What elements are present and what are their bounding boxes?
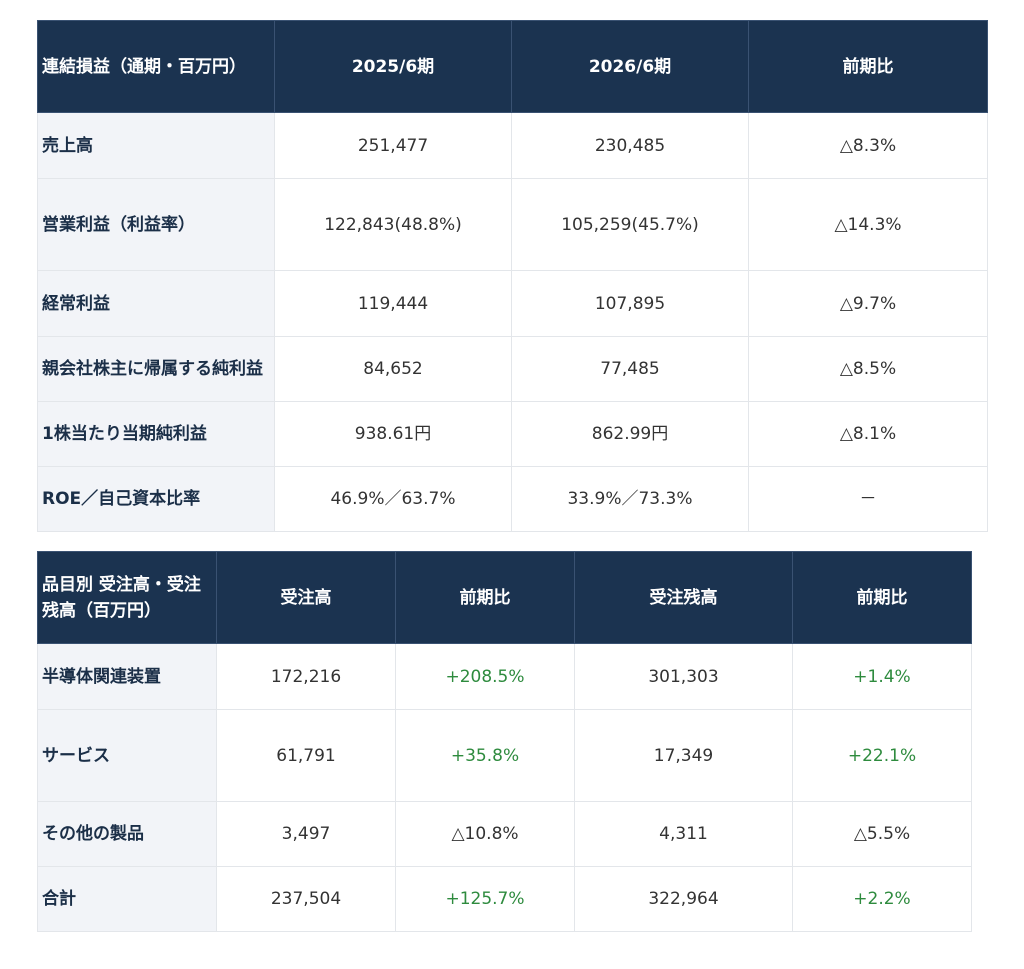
table-row: 半導体関連装置 172,216 +208.5% 301,303 +1.4% (37, 643, 972, 710)
value-change: － (748, 466, 988, 532)
consolidated-pl-table: 連結損益（通期・百万円） 2025/6期 2026/6期 前期比 売上高 251… (37, 20, 988, 532)
orders-value: 3,497 (216, 801, 396, 867)
backlog-value: 322,964 (574, 866, 793, 932)
row-label: 売上高 (37, 112, 275, 179)
row-label: その他の製品 (37, 801, 217, 867)
orders-header-orders: 受注高 (216, 551, 396, 644)
value-2025: 119,444 (274, 270, 512, 337)
backlog-change: △5.5% (792, 801, 972, 867)
orders-header-backlog-change: 前期比 (792, 551, 972, 644)
table-row: 経常利益 119,444 107,895 △9.7% (37, 270, 988, 337)
row-label: 1株当たり当期純利益 (37, 401, 275, 467)
value-2026: 230,485 (511, 112, 749, 179)
value-2026: 105,259(45.7%) (511, 178, 749, 271)
orders-value: 237,504 (216, 866, 396, 932)
table-row: その他の製品 3,497 △10.8% 4,311 △5.5% (37, 801, 972, 867)
table-row: 親会社株主に帰属する純利益 84,652 77,485 △8.5% (37, 336, 988, 402)
pl-header-2025: 2025/6期 (274, 20, 512, 113)
row-label: 親会社株主に帰属する純利益 (37, 336, 275, 402)
backlog-value: 17,349 (574, 709, 793, 802)
value-change: △8.5% (748, 336, 988, 402)
orders-change: +125.7% (395, 866, 575, 932)
value-2026: 862.99円 (511, 401, 749, 467)
pl-header-row: 連結損益（通期・百万円） 2025/6期 2026/6期 前期比 (37, 20, 988, 113)
row-label: ROE／自己資本比率 (37, 466, 275, 532)
pl-header-item: 連結損益（通期・百万円） (37, 20, 275, 113)
value-2025: 84,652 (274, 336, 512, 402)
row-label: サービス (37, 709, 217, 802)
value-2026: 107,895 (511, 270, 749, 337)
value-2025: 938.61円 (274, 401, 512, 467)
pl-header-2026: 2026/6期 (511, 20, 749, 113)
value-change: △14.3% (748, 178, 988, 271)
row-label: 半導体関連装置 (37, 643, 217, 710)
row-label: 営業利益（利益率） (37, 178, 275, 271)
backlog-change: +1.4% (792, 643, 972, 710)
value-2025: 251,477 (274, 112, 512, 179)
table-row: 営業利益（利益率） 122,843(48.8%) 105,259(45.7%) … (37, 178, 988, 271)
value-change: △9.7% (748, 270, 988, 337)
value-change: △8.1% (748, 401, 988, 467)
row-label: 合計 (37, 866, 217, 932)
value-2026: 77,485 (511, 336, 749, 402)
table-row: ROE／自己資本比率 46.9%／63.7% 33.9%／73.3% － (37, 466, 988, 532)
backlog-change: +22.1% (792, 709, 972, 802)
table-row: 合計 237,504 +125.7% 322,964 +2.2% (37, 866, 972, 932)
orders-header-orders-change: 前期比 (395, 551, 575, 644)
backlog-change: +2.2% (792, 866, 972, 932)
orders-header-backlog: 受注残高 (574, 551, 793, 644)
pl-header-change: 前期比 (748, 20, 988, 113)
orders-change: △10.8% (395, 801, 575, 867)
table-row: 売上高 251,477 230,485 △8.3% (37, 112, 988, 179)
table-row: 1株当たり当期純利益 938.61円 862.99円 △8.1% (37, 401, 988, 467)
backlog-value: 4,311 (574, 801, 793, 867)
orders-header-item: 品目別 受注高・受注残高（百万円） (37, 551, 217, 644)
value-change: △8.3% (748, 112, 988, 179)
value-2025: 122,843(48.8%) (274, 178, 512, 271)
row-label: 経常利益 (37, 270, 275, 337)
orders-header-row: 品目別 受注高・受注残高（百万円） 受注高 前期比 受注残高 前期比 (37, 551, 972, 644)
value-2025: 46.9%／63.7% (274, 466, 512, 532)
orders-value: 172,216 (216, 643, 396, 710)
orders-change: +208.5% (395, 643, 575, 710)
orders-value: 61,791 (216, 709, 396, 802)
backlog-value: 301,303 (574, 643, 793, 710)
orders-change: +35.8% (395, 709, 575, 802)
table-row: サービス 61,791 +35.8% 17,349 +22.1% (37, 709, 972, 802)
orders-by-product-table: 品目別 受注高・受注残高（百万円） 受注高 前期比 受注残高 前期比 半導体関連… (37, 551, 972, 932)
value-2026: 33.9%／73.3% (511, 466, 749, 532)
